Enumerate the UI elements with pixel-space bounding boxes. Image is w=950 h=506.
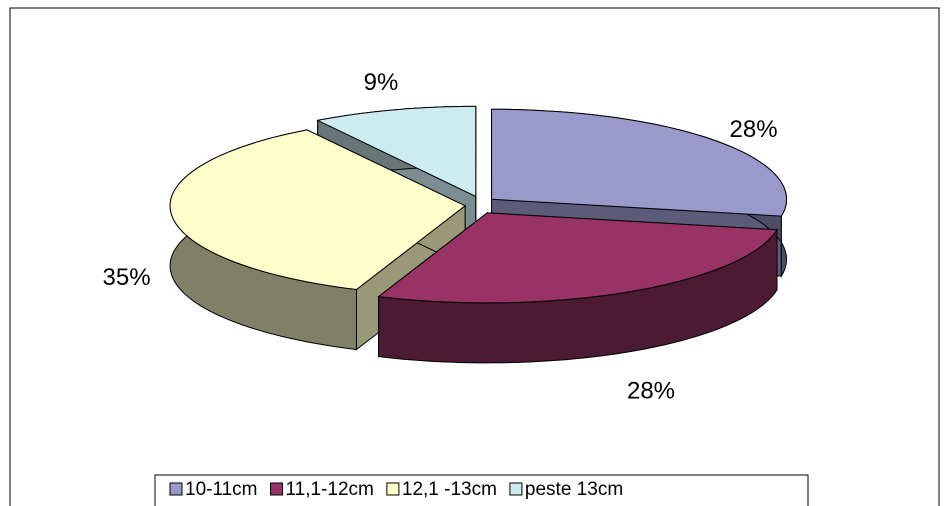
slice-top [169,129,467,291]
slice-top [491,108,787,217]
legend-label: 10-11cm [185,479,258,500]
data-label: 28% [627,377,675,404]
legend-label: peste 13cm [525,479,623,500]
data-label: 9% [364,69,399,96]
data-label: 35% [103,264,151,291]
slice-top [316,105,477,198]
legend-box [154,474,809,506]
legend-swatch [169,482,183,496]
legend-label: 11,1-12cm [286,479,374,500]
slice-top [377,212,778,304]
data-label: 28% [730,116,778,143]
pie-slice [377,211,778,364]
legend-label: 12,1 -13cm [402,479,497,500]
legend-swatch [386,482,400,496]
legend-swatch [270,482,284,496]
legend-swatch [509,482,523,496]
